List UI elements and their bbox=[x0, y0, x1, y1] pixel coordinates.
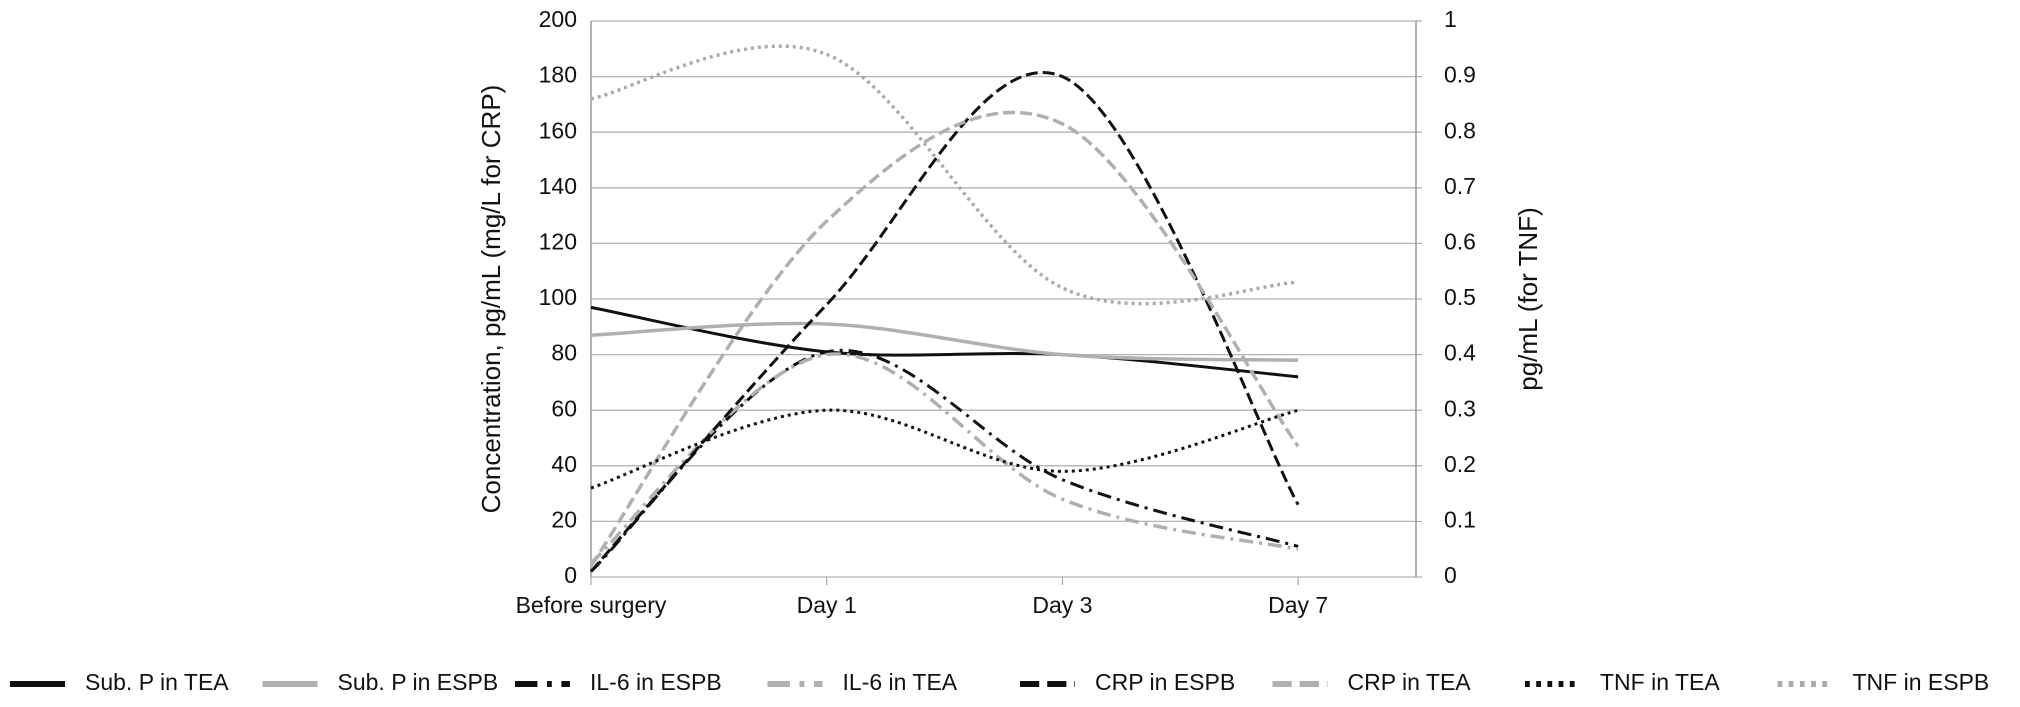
legend-label: CRP in ESPB bbox=[1095, 669, 1235, 695]
y2-tick-label: 0.2 bbox=[1444, 451, 1476, 477]
series-line bbox=[590, 44, 1299, 306]
y2-tick-label: 1 bbox=[1444, 6, 1457, 32]
series-line bbox=[589, 352, 1299, 565]
y-tick-label: 100 bbox=[539, 284, 577, 310]
y2-tick-label: 0.6 bbox=[1444, 228, 1476, 254]
y2-tick-label: 0.8 bbox=[1444, 117, 1476, 143]
legend-label: CRP in TEA bbox=[1348, 669, 1472, 695]
y-tick-label: 200 bbox=[539, 6, 577, 32]
x-tick-label: Day 7 bbox=[1268, 592, 1328, 618]
y2-tick-label: 0.9 bbox=[1444, 62, 1476, 88]
series-line bbox=[590, 321, 1299, 362]
legend-label: Sub. P in TEA bbox=[85, 669, 229, 695]
y-tick-label: 180 bbox=[539, 62, 577, 88]
y2-tick-label: 0.1 bbox=[1444, 506, 1476, 532]
y2-tick-label: 0.5 bbox=[1444, 284, 1476, 310]
y-tick-label: 80 bbox=[551, 340, 577, 366]
legend-label: IL-6 in ESPB bbox=[590, 669, 722, 695]
y-tick-label: 160 bbox=[539, 117, 577, 143]
y-tick-label: 0 bbox=[564, 562, 577, 588]
legend-label: IL-6 in TEA bbox=[843, 669, 958, 695]
legend-label: TNF in TEA bbox=[1600, 669, 1720, 695]
series-line bbox=[589, 110, 1300, 567]
y2-tick-label: 0.4 bbox=[1444, 340, 1476, 366]
y-tick-label: 40 bbox=[551, 451, 577, 477]
y-tick-label: 60 bbox=[551, 395, 577, 421]
series-line bbox=[589, 348, 1299, 573]
x-tick-label: Day 1 bbox=[797, 592, 857, 618]
series-line bbox=[590, 305, 1299, 379]
y-tick-label: 120 bbox=[539, 228, 577, 254]
x-tick-label: Day 3 bbox=[1032, 592, 1092, 618]
y-tick-label: 140 bbox=[539, 173, 577, 199]
y-axis-title: Concentration, pg/mL (mg/L for CRP) bbox=[476, 85, 506, 514]
y-tick-label: 20 bbox=[551, 506, 577, 532]
legend-label: TNF in ESPB bbox=[1853, 669, 1990, 695]
legend-label: Sub. P in ESPB bbox=[338, 669, 499, 695]
series-line bbox=[589, 71, 1300, 573]
y2-tick-label: 0.7 bbox=[1444, 173, 1476, 199]
y2-axis-title: pg/mL (for TNF) bbox=[1513, 207, 1543, 390]
series-line bbox=[590, 408, 1299, 490]
x-tick-label: Before surgery bbox=[516, 592, 667, 618]
y2-tick-label: 0.3 bbox=[1444, 395, 1476, 421]
y2-tick-label: 0 bbox=[1444, 562, 1457, 588]
